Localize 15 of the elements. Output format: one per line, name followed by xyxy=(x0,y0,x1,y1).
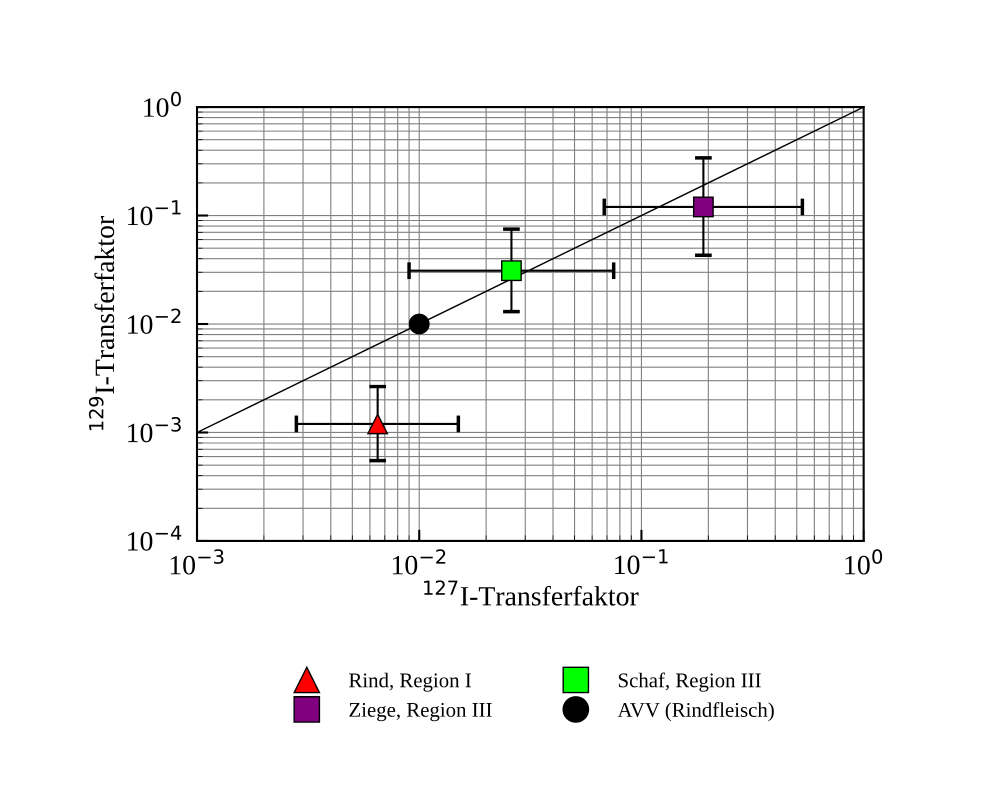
x-tick-label: 10$^{−1}$ xyxy=(615,549,668,574)
legend-label: Schaf, Region III xyxy=(618,672,761,692)
y-tick-label: 10$^{−4}$ xyxy=(128,526,182,551)
y-tick-label: 10$^{−2}$ xyxy=(128,308,180,334)
x-tick-label: 10$^{−2}$ xyxy=(392,549,446,575)
y-tick-label: 10$^{−3}$ xyxy=(128,417,181,442)
legend-label: Ziege, Region III xyxy=(349,702,492,722)
x-tick-label: 10$^{0}$ xyxy=(845,549,882,575)
y-tick-label: 10$^{0}$ xyxy=(144,92,181,117)
y-tick-label: 10$^{−1}$ xyxy=(128,200,181,226)
y-axis-title: $^{129}$I-Transferfaktor xyxy=(88,216,114,430)
x-tick-label: 10$^{−3}$ xyxy=(170,549,224,575)
legend-label: Rind, Region I xyxy=(349,672,471,692)
x-axis-title: $^{127}$I-Transferfaktor xyxy=(424,580,639,606)
legend-label: AVV (Rindfleisch) xyxy=(618,702,774,722)
